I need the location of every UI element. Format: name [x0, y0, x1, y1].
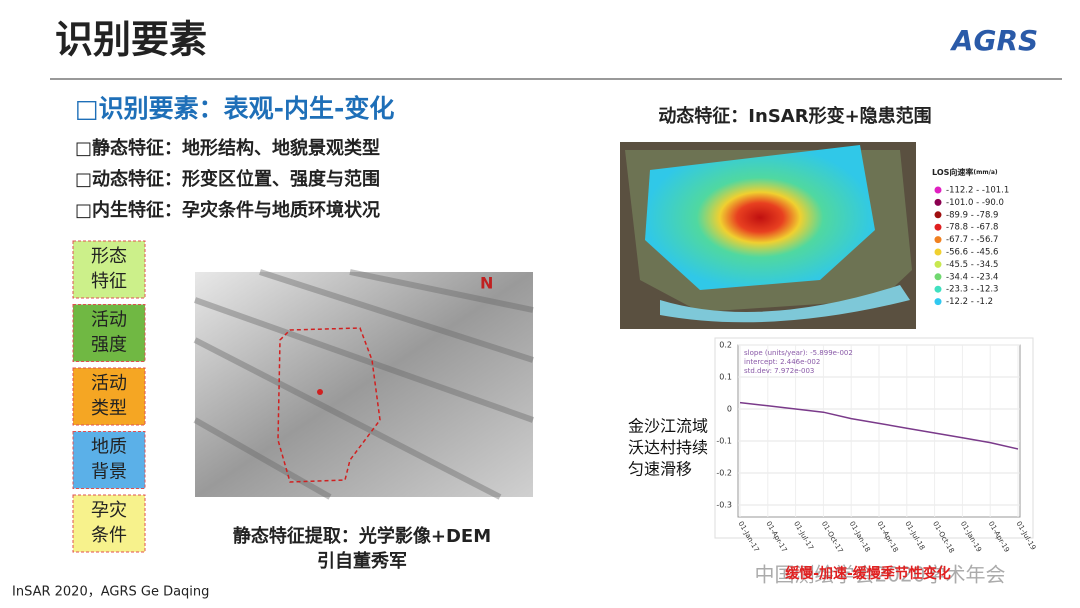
- series-line: [739, 401, 1019, 450]
- site-note: 金沙江流域: [628, 417, 708, 436]
- site-note: 匀速滑移: [628, 460, 692, 479]
- tag-box: [72, 240, 146, 299]
- watermark: 中国测绘学会2020学术年会: [755, 563, 1006, 587]
- y-tick-label: 0: [727, 405, 732, 414]
- y-tick-label: -0.3: [716, 501, 732, 510]
- legend-swatch: [934, 298, 942, 306]
- legend-label: -34.4 - -23.4: [946, 272, 998, 282]
- legend-label: -45.5 - -34.5: [946, 260, 998, 270]
- tag-label: 地质: [91, 437, 127, 458]
- tag-label: 类型: [91, 398, 127, 419]
- stat-label: intercept: 2.446e-002: [744, 358, 820, 366]
- legend-label: -23.3 - -12.3: [946, 285, 998, 295]
- legend-label: -78.8 - -67.8: [946, 223, 998, 233]
- legend-swatch: [934, 223, 942, 231]
- tag-label: 条件: [91, 525, 127, 546]
- stat-label: slope (units/year): -5.899e-002: [744, 349, 853, 357]
- tag-box: [72, 304, 146, 362]
- slide-title: 识别要素: [55, 18, 207, 62]
- heading: □识别要素：表观-内生-变化: [75, 94, 394, 123]
- tag-label: 强度: [91, 335, 127, 356]
- site-note: 沃达村持续: [628, 438, 708, 457]
- legend-swatch: [934, 236, 942, 244]
- bullet: □内生特征：孕灾条件与地质环境状况: [75, 199, 380, 221]
- caption: 静态特征提取：光学影像+DEM: [233, 525, 491, 547]
- tag-label: 特征: [91, 271, 127, 292]
- legend-swatch: [934, 285, 942, 293]
- legend-label: -12.2 - -1.2: [946, 297, 993, 307]
- tag-label: 活动: [91, 373, 127, 394]
- legend-swatch: [934, 186, 942, 194]
- logo: AGRS: [950, 24, 1038, 57]
- y-tick-label: -0.2: [716, 469, 732, 478]
- y-tick-label: 0.2: [719, 341, 732, 350]
- y-tick-label: -0.1: [716, 437, 732, 446]
- tag-label: 孕灾: [91, 500, 127, 521]
- legend-swatch: [934, 211, 942, 219]
- insar-image: [620, 142, 916, 329]
- tag-label: 背景: [91, 462, 127, 483]
- legend-label: -112.2 - -101.1: [946, 186, 1009, 196]
- tag-label: 活动: [91, 310, 127, 331]
- legend-swatch: [934, 273, 942, 281]
- legend-label: -56.6 - -45.6: [946, 248, 998, 258]
- bullet: □静态特征：地形结构、地貌景观类型: [75, 137, 380, 159]
- tag-box: [72, 367, 146, 426]
- dem-image: N: [193, 269, 535, 500]
- legend-label: -101.0 - -90.0: [946, 198, 1004, 208]
- footer: InSAR 2020，AGRS Ge Daqing: [12, 585, 209, 600]
- legend-label: -67.7 - -56.7: [946, 235, 998, 245]
- annotation: 缓慢-加速-缓慢季节性变化: [785, 565, 951, 582]
- legend-swatch: [934, 248, 942, 256]
- section-title: 动态特征：InSAR形变+隐患范围: [658, 105, 931, 127]
- tag-label: 形态: [91, 246, 127, 267]
- tag-box: [72, 494, 146, 553]
- caption: 引自董秀军: [317, 550, 407, 572]
- legend-label: -89.9 - -78.9: [946, 210, 998, 220]
- tag-box: [72, 431, 146, 489]
- y-tick-label: 0.1: [719, 373, 732, 382]
- legend-swatch: [934, 198, 942, 206]
- north-mark: N: [480, 274, 493, 293]
- bullet: □动态特征：形变区位置、强度与范围: [75, 168, 380, 190]
- stat-label: std.dev: 7.972e-003: [744, 367, 814, 375]
- legend-title: LOS向速率(mm/a): [932, 167, 998, 177]
- legend-box: [925, 160, 1050, 320]
- legend-swatch: [934, 260, 942, 268]
